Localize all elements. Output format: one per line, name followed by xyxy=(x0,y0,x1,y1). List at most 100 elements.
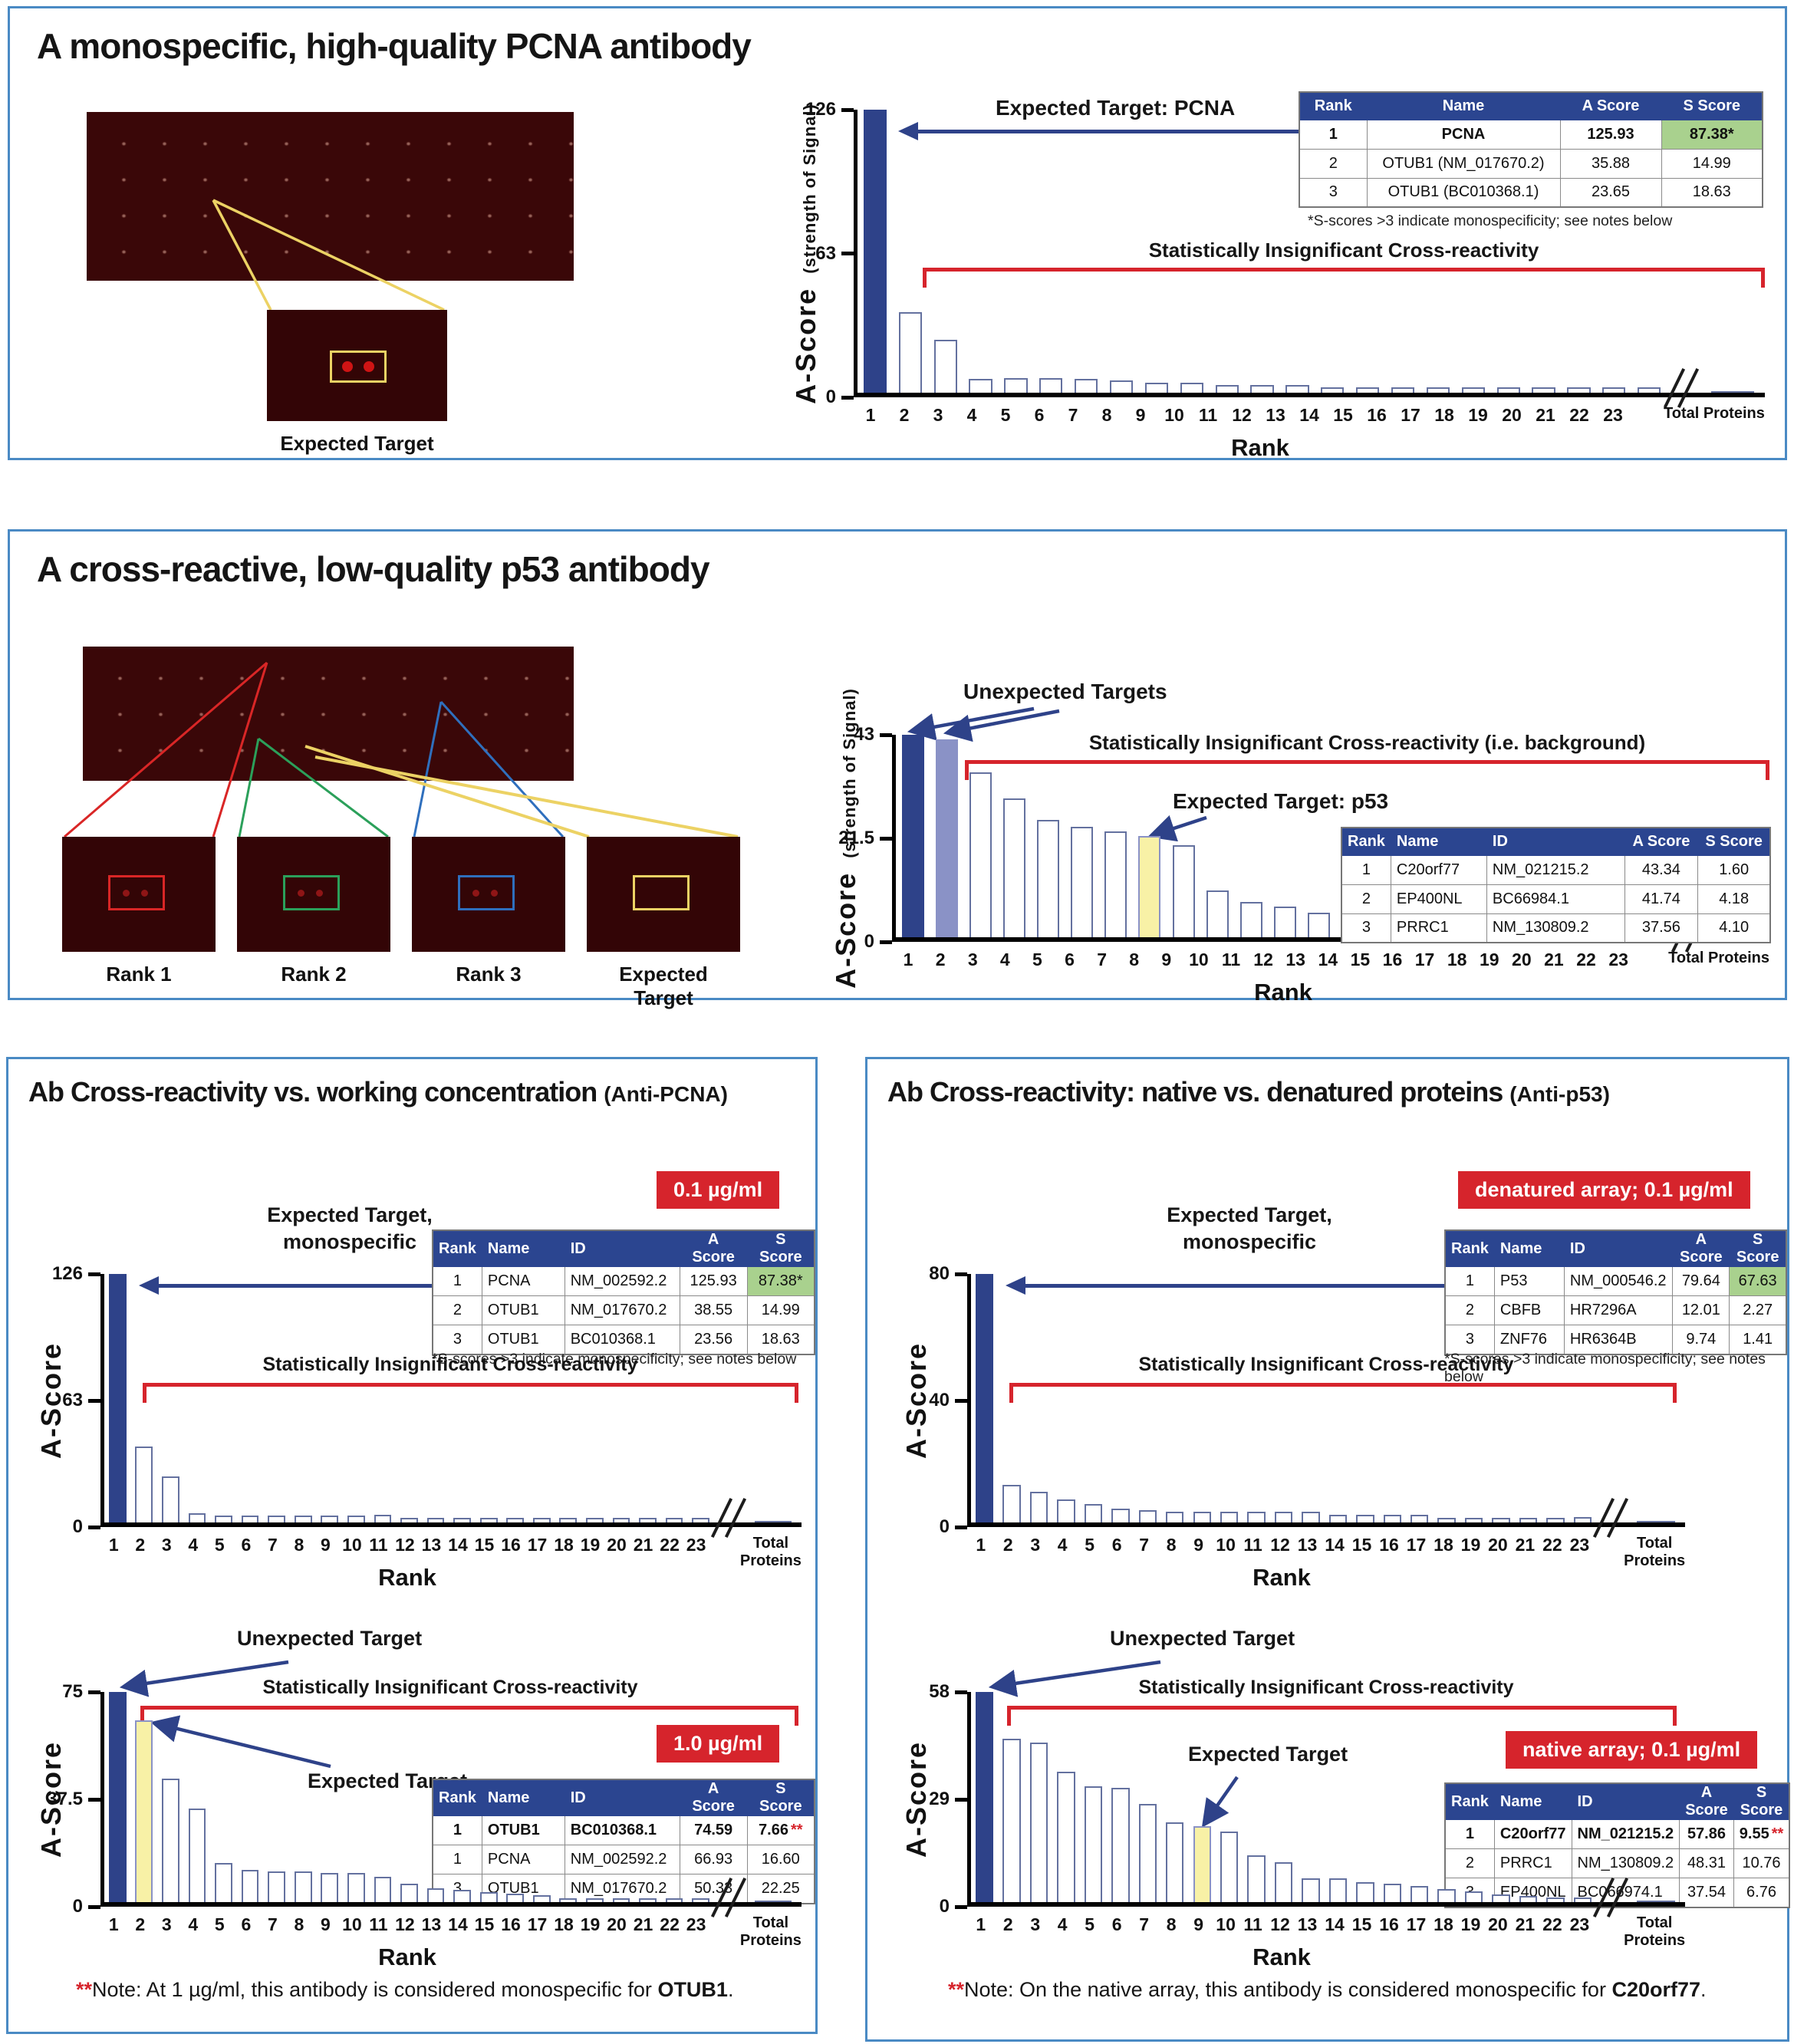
bar-column xyxy=(1139,110,1174,393)
bar-column xyxy=(963,110,999,393)
bar-column xyxy=(1189,1692,1216,1902)
cross-reactivity-bracket xyxy=(1009,1383,1677,1403)
table-cell: 4.10 xyxy=(1697,913,1771,943)
table-row: 1 PCNA 125.93 87.38* xyxy=(1299,119,1763,150)
bar-column xyxy=(449,1692,476,1902)
x-tick-label: 2 xyxy=(899,405,910,425)
table-cell: 67.63 xyxy=(1729,1266,1787,1296)
y-tick-mark xyxy=(955,1398,967,1403)
x-tick-label: 4 xyxy=(1057,1914,1068,1934)
table-cell: P53 xyxy=(1493,1266,1565,1296)
bar-column xyxy=(998,1274,1025,1522)
pcna-ascore-bar-chart: 1 2 3 4 5 6 7 8 9 10 11 12 13 14 15 16 17 18 19 20 21 22 23 Tot… xyxy=(805,99,1765,461)
x-tick-label: 9 xyxy=(320,1914,331,1934)
bar-rank-11 xyxy=(1247,1511,1266,1522)
table-cell: 10.76 xyxy=(1733,1848,1790,1878)
footnote-asterisks: ** xyxy=(948,1978,965,2001)
y-tick-mark xyxy=(88,1272,100,1276)
bar-column xyxy=(1270,1274,1297,1522)
column-header: Rank xyxy=(432,1229,482,1267)
table-cell: 1 xyxy=(1341,854,1391,885)
table-cell: 1 xyxy=(1444,1819,1495,1849)
table-row: 3 PRRC1 NM_130809.2 37.56 4.10 xyxy=(1341,913,1771,943)
bar-column xyxy=(1032,735,1065,937)
bar-column xyxy=(131,1274,158,1522)
bar-column xyxy=(1302,735,1336,937)
bar-column xyxy=(1065,735,1099,937)
y-tick-value: 0 xyxy=(939,1896,950,1917)
table-cell: 4.18 xyxy=(1697,884,1771,914)
x-tick-label: 22 xyxy=(660,1914,680,1934)
bar-rank-13 xyxy=(1308,913,1331,937)
bar-column xyxy=(896,735,930,937)
footnote: **Note: At 1 µg/ml, this antibody is con… xyxy=(76,1978,733,2002)
x-tick-label: 13 xyxy=(421,1914,442,1934)
x-tick-label: 12 xyxy=(1232,405,1252,425)
bar-column xyxy=(1406,1692,1433,1902)
x-tick-label: 16 xyxy=(501,1535,521,1555)
bar-column xyxy=(1456,110,1491,393)
x-tick-label: 6 xyxy=(241,1535,252,1555)
panel2-title: A cross-reactive, low-quality p53 antibo… xyxy=(37,549,710,589)
bar-column xyxy=(687,1692,714,1902)
bar-column xyxy=(1107,1692,1134,1902)
table-head: Rank Name A Score S Score xyxy=(1299,91,1763,120)
microarray-image xyxy=(87,112,574,281)
bar-rank-12 xyxy=(400,1517,418,1522)
table-cell: PCNA xyxy=(481,1845,565,1874)
table-cell: OTUB1 xyxy=(481,1325,565,1354)
bar-column xyxy=(998,1692,1025,1902)
bar-rank-13 xyxy=(1302,1511,1320,1522)
table-cell: 2 xyxy=(1299,148,1368,179)
bar-rank-22 xyxy=(665,1517,683,1522)
chart-plot-area xyxy=(854,110,1765,409)
total-proteins-label: Total Proteins xyxy=(739,1914,802,1949)
panel3-title-suffix: (Anti-PCNA) xyxy=(604,1082,728,1106)
chart-plot-area xyxy=(100,1274,802,1539)
x-axis-ticks: 1 2 3 4 5 6 7 8 9 10 11 12 13 14 15 16 17 18 19 20 21 22 23 Tot… xyxy=(967,1535,1685,1570)
bar-column xyxy=(971,1274,998,1522)
p53-denatured-bar-chart: 1 2 3 4 5 6 7 8 9 10 11 12 13 14 15 16 17 18 19 20 21 22 23 Tot… xyxy=(929,1263,1685,1591)
total-proteins-label: Total Proteins xyxy=(739,1535,802,1569)
x-tick-label: 9 xyxy=(320,1535,331,1555)
bar-rank-6 xyxy=(1111,1788,1130,1902)
total-proteins-bar xyxy=(1636,1521,1676,1522)
signal-spot xyxy=(123,890,130,897)
bar-rank-6 xyxy=(1111,1508,1130,1522)
bar-rank-19 xyxy=(1496,387,1520,393)
table-cell: 125.93 xyxy=(679,1266,748,1296)
bar-column xyxy=(661,1274,688,1522)
x-tick-label: 7 xyxy=(1068,405,1078,425)
x-tick-label: 21 xyxy=(1515,1535,1536,1555)
table-cell: 37.54 xyxy=(1679,1878,1734,1907)
table-cell: NM_002592.2 xyxy=(564,1845,680,1874)
y-tick-value: 43 xyxy=(854,724,874,745)
x-tick-label: 23 xyxy=(1608,950,1628,969)
table-row: 3 OTUB1 NM_017670.2 50.33 22.25 xyxy=(432,1874,815,1904)
rank3-inset xyxy=(412,837,565,952)
unexpected-target-annotation: Unexpected Target xyxy=(1110,1627,1295,1650)
bar-column xyxy=(210,1692,237,1902)
bar-column xyxy=(1487,1692,1514,1902)
table-cell: NM_017670.2 xyxy=(564,1295,680,1325)
expected-line2: monospecific xyxy=(1182,1230,1317,1254)
bar-rank-10 xyxy=(1206,890,1229,937)
x-tick-label: 1 xyxy=(108,1914,119,1934)
bar-column xyxy=(1189,1274,1216,1522)
table-cell: 3 xyxy=(432,1325,482,1354)
y-axis-ticks: 0 21.5 43 xyxy=(828,724,892,952)
x-tick-label: 18 xyxy=(1434,1914,1453,1934)
x-tick-label: 14 xyxy=(448,1535,468,1555)
bar-rank-16 xyxy=(506,1894,525,1902)
column-header: ID xyxy=(1571,1782,1680,1820)
panel-native-vs-denatured: Ab Cross-reactivity: native vs. denature… xyxy=(865,1057,1791,2042)
bar-column xyxy=(1270,1692,1297,1902)
x-tick-label: 23 xyxy=(1569,1535,1590,1555)
bar-rank-18 xyxy=(1461,387,1485,393)
bar-column xyxy=(1133,735,1167,937)
y-tick-value: 0 xyxy=(939,1516,950,1537)
score-table-denatured: Rank Name ID A Score S Score 1 P53 NM_000546.2 7… xyxy=(1444,1229,1787,1355)
y-tick-mark xyxy=(955,1272,967,1276)
y-tick: 40 xyxy=(929,1390,967,1411)
bar-rank-7 xyxy=(1138,1509,1157,1522)
